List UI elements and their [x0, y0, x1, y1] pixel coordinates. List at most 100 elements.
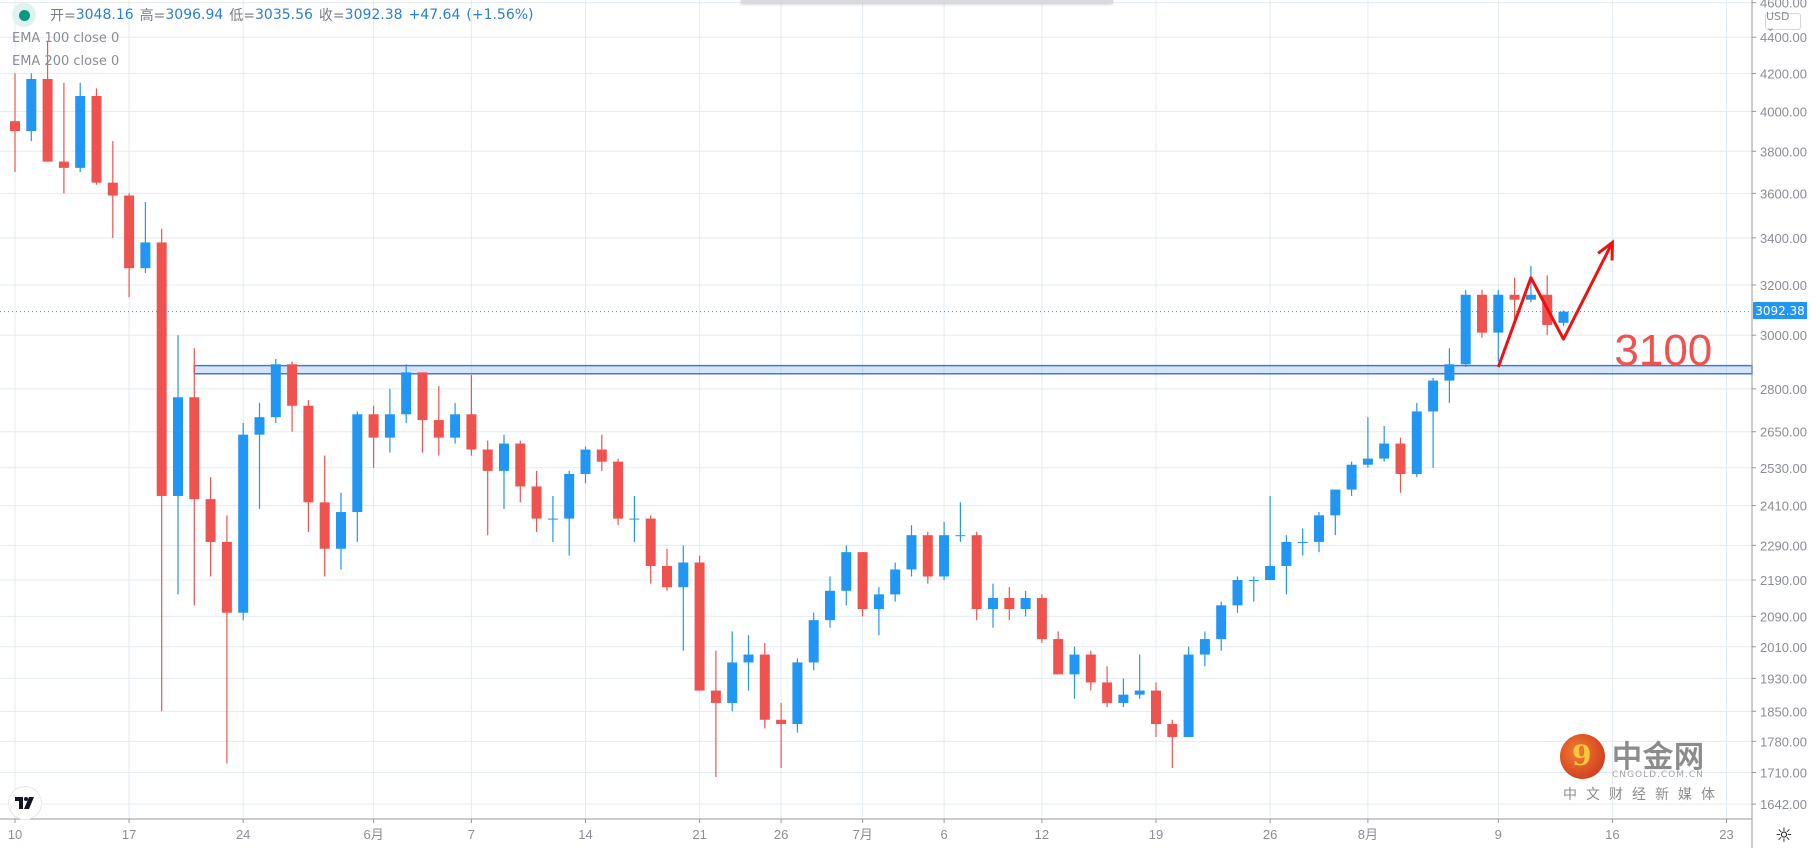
candle	[1053, 631, 1064, 675]
y-tick-label: 4000.00	[1760, 104, 1807, 119]
candle-body	[1020, 598, 1031, 610]
candle-body	[1428, 380, 1439, 412]
x-tick-label: 16	[1605, 827, 1619, 842]
candle	[808, 612, 819, 671]
candle	[433, 386, 444, 456]
candle	[384, 388, 395, 453]
candle	[1216, 601, 1227, 651]
annotation-text-3100[interactable]: 3100	[1614, 326, 1712, 375]
candle-body	[547, 518, 558, 520]
y-tick-label: 4200.00	[1760, 66, 1807, 81]
candle-body	[450, 414, 461, 438]
candle-body	[1167, 724, 1178, 737]
price-axis[interactable]: 4600.00 4400.00 4200.00 4000.00 3800.00 3600.…	[1751, 0, 1807, 848]
candle	[580, 446, 591, 484]
indicator-ema-200[interactable]: EMA 200 close 0	[12, 54, 120, 69]
market-status-icon[interactable]	[12, 3, 36, 27]
arrow-head-icon	[1597, 239, 1614, 261]
candle-body	[173, 397, 183, 496]
candle-body	[352, 414, 363, 513]
y-tick-label: 2290.00	[1760, 538, 1807, 553]
candle-body	[205, 499, 216, 542]
candle-body	[189, 397, 200, 500]
candle	[922, 531, 933, 584]
y-tick-label: 2190.00	[1760, 573, 1807, 588]
candle	[107, 141, 118, 238]
open-value: 3048.16	[75, 7, 134, 23]
y-tick-label: 2010.00	[1760, 640, 1807, 655]
candle	[189, 348, 200, 606]
candle-body	[645, 518, 656, 566]
candle-body	[1330, 489, 1341, 516]
candle-body	[1199, 639, 1210, 655]
candle	[401, 364, 412, 423]
current-price-label: 3092.38	[1753, 302, 1807, 319]
candle	[26, 73, 37, 142]
candle	[42, 40, 53, 162]
candle-body	[433, 420, 444, 438]
ohlc-legend: 开= 3048.16 高= 3096.94 低= 3035.56 收= 3092.38 …	[12, 3, 540, 72]
candle-body	[91, 95, 102, 183]
settings-gear-icon[interactable]: ☼	[1775, 823, 1793, 847]
candle-body	[971, 535, 982, 610]
currency-dropdown[interactable]: USD ⌄	[1765, 11, 1801, 33]
candle-body	[238, 434, 249, 613]
candle	[776, 702, 787, 769]
candle	[173, 335, 183, 595]
time-axis[interactable]: 10 17 24 6月 7 14 21 26 7月 6 12 19 26 8月 9 16 23	[0, 818, 1752, 842]
x-tick-label: 26	[774, 827, 788, 842]
candle-body	[124, 195, 135, 269]
candle	[906, 525, 917, 577]
tradingview-logo[interactable]	[8, 786, 42, 820]
candle	[1460, 289, 1471, 367]
x-tick-label: 14	[578, 827, 592, 842]
candle-body	[1232, 580, 1243, 606]
candle-body	[482, 449, 493, 471]
y-tick-label: 2650.00	[1760, 425, 1807, 440]
support-band-rect[interactable]	[193, 364, 1753, 375]
candle-body	[1558, 311, 1569, 323]
candle-body	[1036, 598, 1047, 640]
candle-body	[1265, 565, 1276, 581]
candle-body	[906, 535, 917, 570]
candle	[1102, 666, 1113, 708]
x-tick-label: 12	[1035, 827, 1049, 842]
candle-body	[857, 552, 868, 610]
candle	[1151, 682, 1161, 737]
candle	[205, 477, 216, 577]
candle	[1330, 489, 1341, 536]
candle-body	[776, 719, 787, 725]
low-label: 低=	[229, 8, 256, 24]
candle	[1314, 512, 1324, 553]
candle-body	[515, 443, 526, 487]
candle	[1362, 417, 1373, 468]
x-tick-label: 7月	[852, 827, 872, 842]
candle	[1265, 495, 1276, 581]
candle	[662, 548, 672, 591]
candle	[1444, 348, 1455, 403]
candle	[564, 470, 575, 556]
candle-body	[939, 535, 950, 577]
candle	[124, 193, 135, 298]
candle	[58, 82, 69, 194]
cngold-watermark: 9 中金网 CNGOLD.COM.CN 中文财经新媒体	[1560, 732, 1730, 804]
x-tick-label: 8月	[1358, 827, 1378, 842]
y-tick-label: 3200.00	[1760, 278, 1807, 293]
support-band[interactable]	[193, 364, 1753, 375]
annotation-drawing[interactable]: 3100	[1496, 239, 1712, 375]
candle-body	[1085, 654, 1096, 683]
candle	[417, 372, 428, 453]
candle-body	[1118, 694, 1129, 703]
red-path-line[interactable]	[1496, 241, 1614, 368]
candle	[1085, 650, 1096, 691]
candle	[336, 492, 346, 570]
candle	[254, 402, 265, 509]
candle-body	[1102, 682, 1113, 703]
candle	[1509, 277, 1520, 320]
candle	[91, 88, 102, 185]
indicator-ema-100[interactable]: EMA 100 close 0	[12, 31, 120, 46]
candle	[1248, 576, 1259, 602]
candle	[1493, 289, 1504, 362]
candle	[890, 562, 901, 602]
